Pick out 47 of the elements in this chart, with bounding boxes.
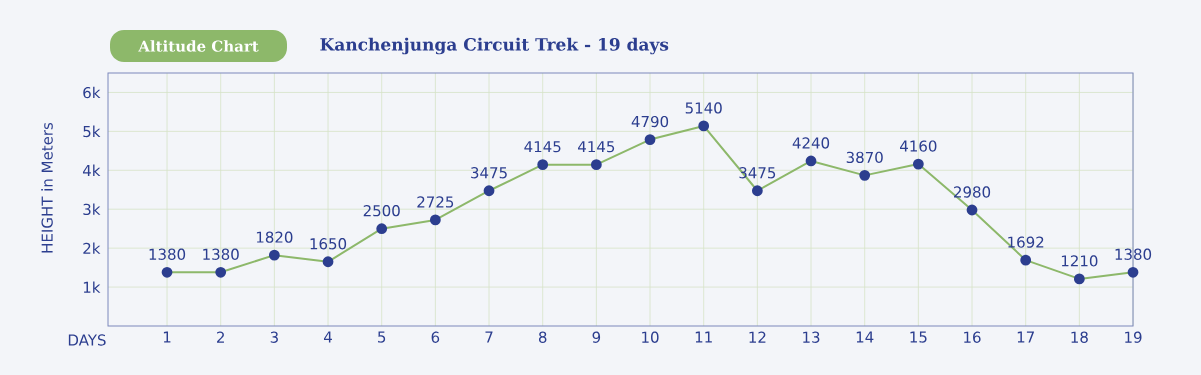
y-tick-label: 3k <box>83 203 101 216</box>
x-tick-label: 11 <box>695 331 712 343</box>
y-tick-label: 5k <box>83 125 101 138</box>
data-label: 4790 <box>631 115 669 128</box>
x-tick-label: 5 <box>378 331 386 343</box>
y-tick-label: 6k <box>83 86 101 99</box>
data-label: 2500 <box>363 205 400 217</box>
chart-subtitle: Altitude Chart <box>138 40 259 52</box>
x-tick-label: 18 <box>1071 331 1088 343</box>
x-tick-label: 4 <box>324 331 332 343</box>
data-label: 1650 <box>310 238 347 250</box>
data-label: 1692 <box>1008 236 1044 248</box>
x-tick-label: 17 <box>1017 331 1034 343</box>
x-tick-label: 12 <box>749 331 766 343</box>
y-tick-label: 2k <box>83 242 101 254</box>
data-label: 4145 <box>524 141 561 153</box>
data-label: 1380 <box>1115 248 1152 260</box>
x-tick-label: 6 <box>431 331 440 343</box>
x-tick-label: 13 <box>803 331 820 343</box>
x-tick-label: 2 <box>217 331 224 343</box>
data-label: 4160 <box>900 140 937 152</box>
data-label: 2725 <box>417 196 454 208</box>
data-label: 1380 <box>203 248 239 260</box>
data-label: 4145 <box>578 141 615 153</box>
y-tick-label: 1k <box>83 281 101 293</box>
data-label: 3475 <box>471 167 507 179</box>
x-tick-label: 8 <box>538 331 547 343</box>
data-label: 5140 <box>685 102 722 114</box>
data-label: 4240 <box>792 137 830 149</box>
data-label: 2980 <box>954 186 991 198</box>
x-tick-label: 9 <box>592 331 601 343</box>
chart-title: Kanchenjunga Circuit Trek - 19 days <box>320 37 669 55</box>
data-label: 1820 <box>256 231 293 243</box>
x-tick-label: 19 <box>1125 331 1142 343</box>
data-label: 1210 <box>1061 255 1098 267</box>
data-label: 3870 <box>846 151 883 164</box>
x-tick-label: 15 <box>910 331 927 343</box>
y-tick-label: 4k <box>82 164 101 177</box>
x-tick-label: 3 <box>270 331 278 343</box>
y-axis-title: HEIGHT in Meters <box>41 122 53 253</box>
x-tick-label: 1 <box>163 331 171 343</box>
x-tick-label: 14 <box>856 331 874 343</box>
x-tick-label: 10 <box>642 331 659 343</box>
x-axis-title: DAYS <box>68 334 106 346</box>
data-label: 1380 <box>149 248 186 260</box>
x-tick-label: 7 <box>485 331 493 343</box>
x-tick-label: 16 <box>964 331 981 343</box>
